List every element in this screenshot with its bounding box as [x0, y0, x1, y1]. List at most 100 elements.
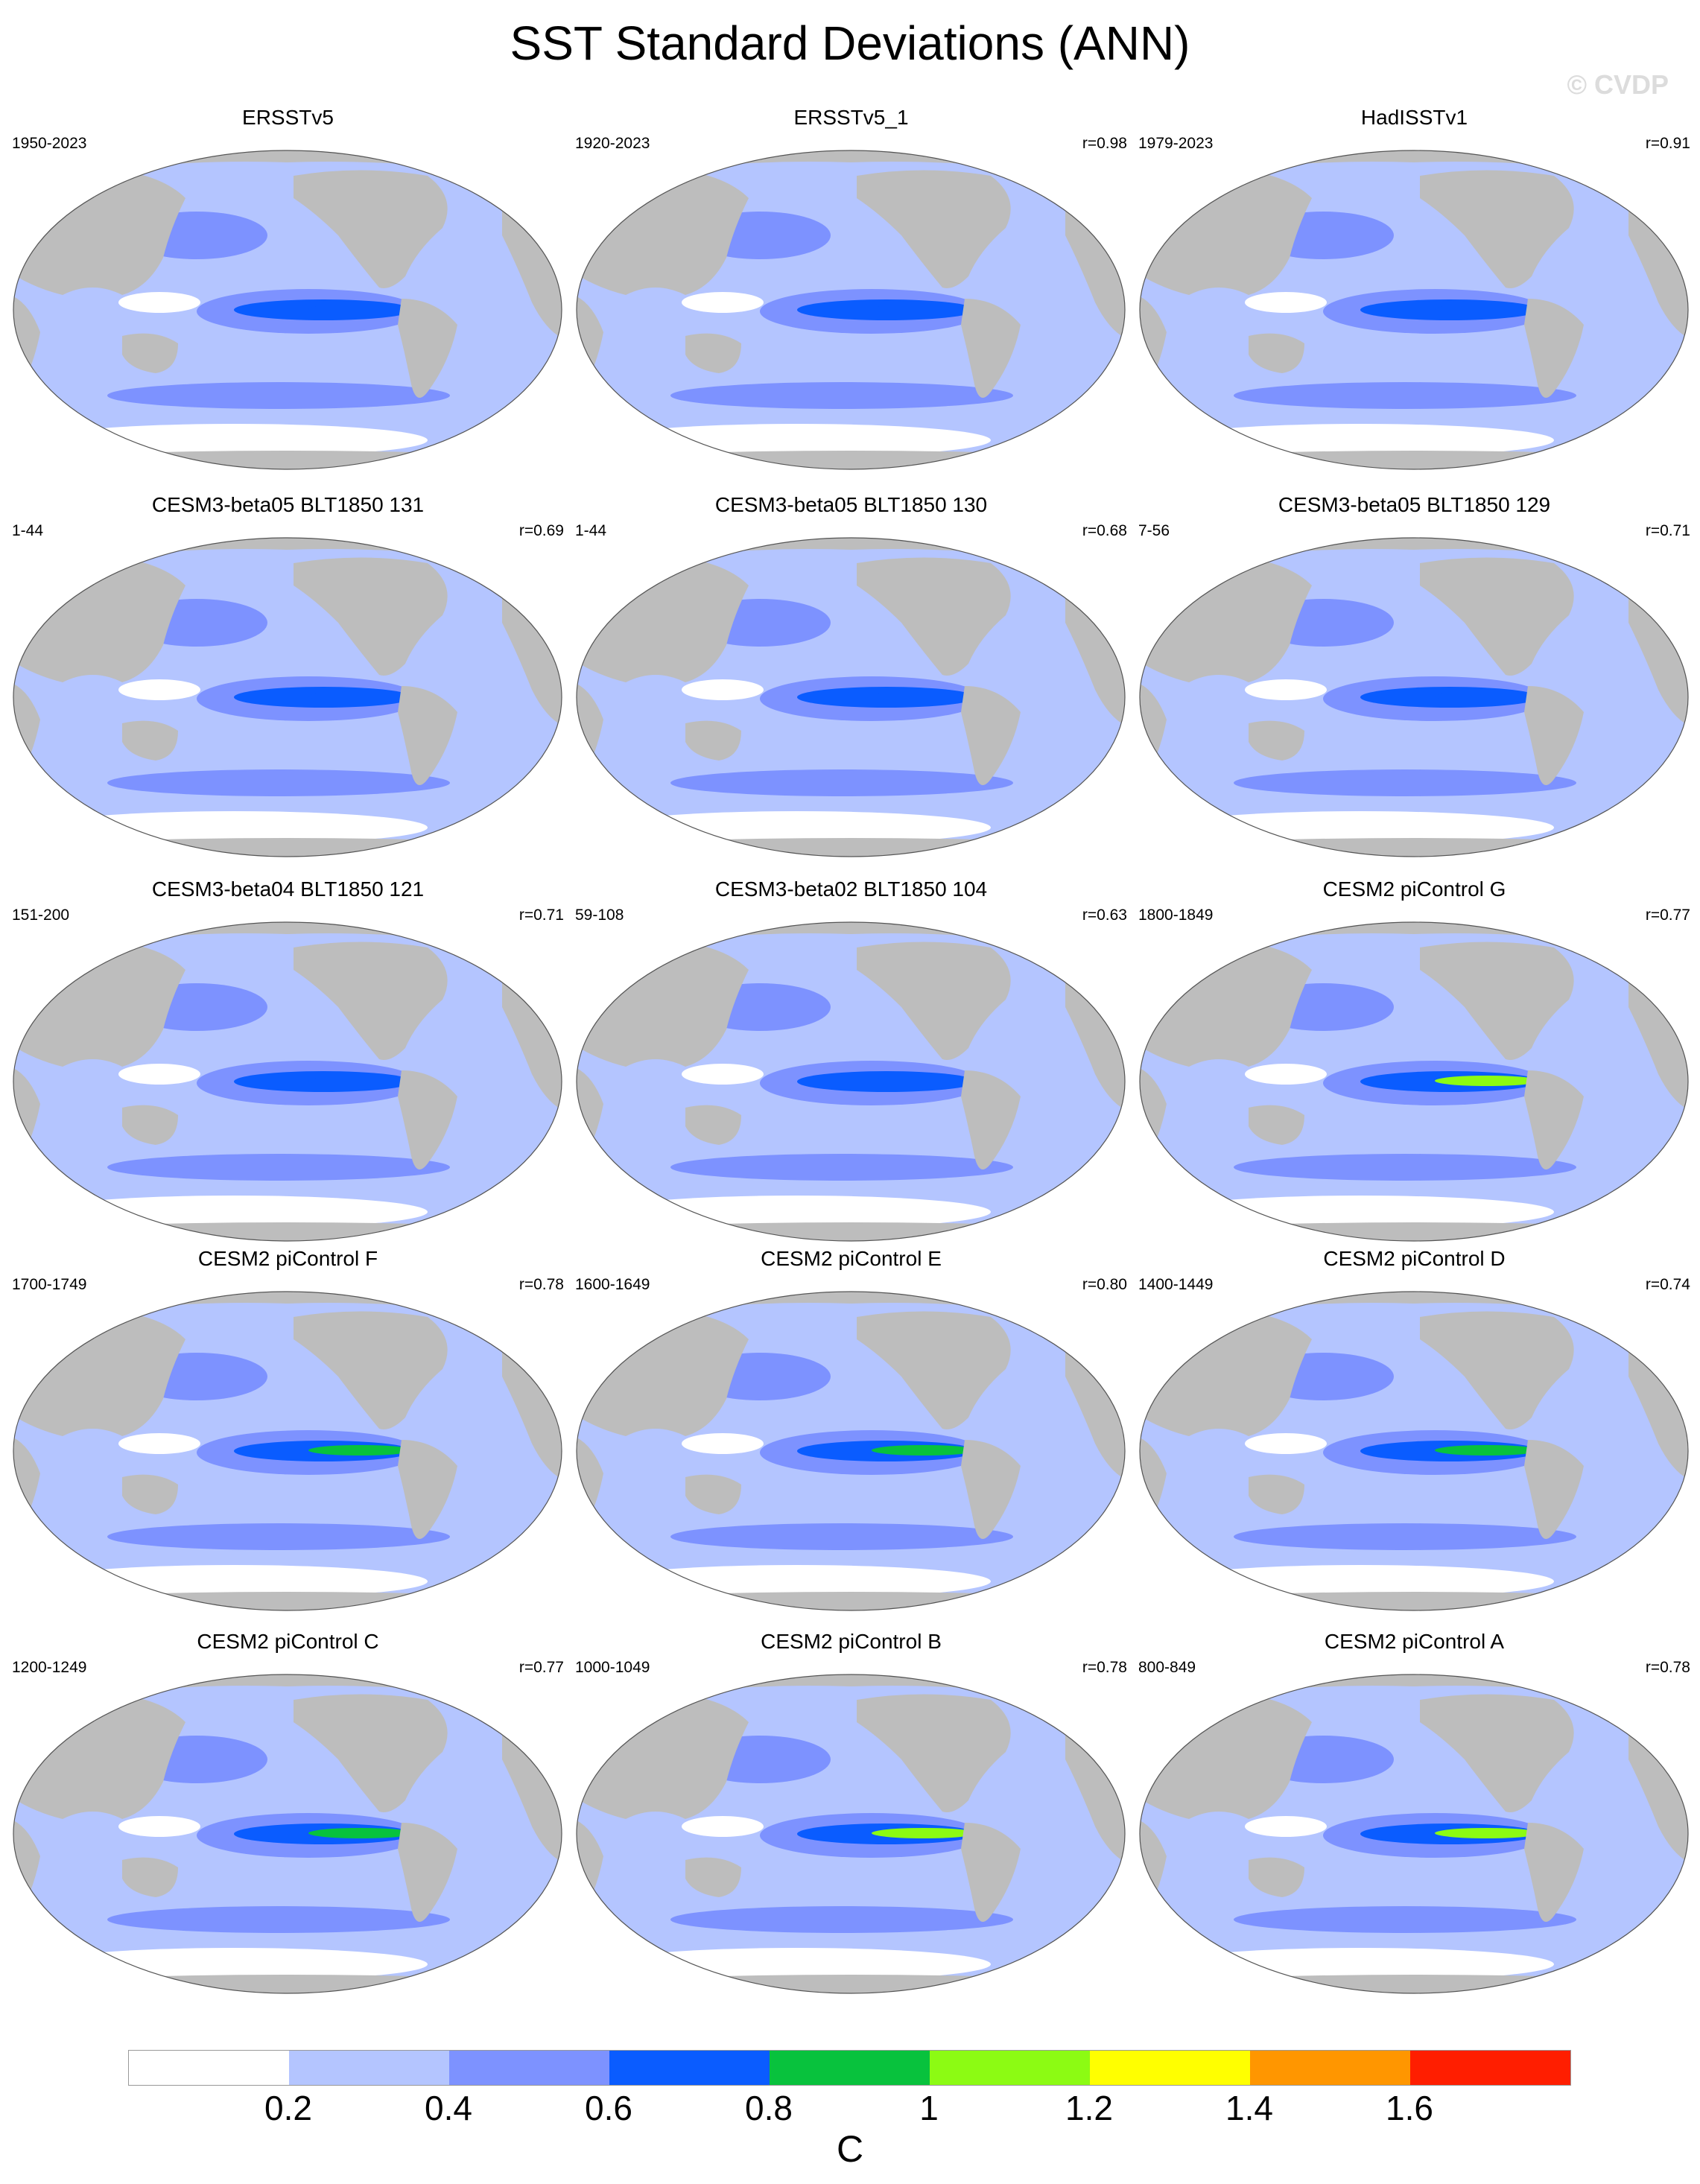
map-outline	[1139, 537, 1689, 857]
southern-ocean-band	[1234, 382, 1576, 409]
colorbar-swatch	[1250, 2051, 1410, 2085]
panel-period: 59-108	[575, 907, 624, 924]
low-variability-patch	[682, 1064, 764, 1085]
panel-period: 1600-1649	[575, 1276, 650, 1293]
panel-title: CESM3-beta05 BLT1850 129	[1278, 493, 1551, 516]
panel-period: 1700-1749	[12, 1276, 87, 1293]
map-panel: HadISSTv1 1979-2023 r=0.91	[1137, 104, 1692, 492]
panel-period: 1979-2023	[1138, 135, 1214, 152]
land-north-america	[294, 1694, 448, 1812]
robinson-map	[576, 1291, 1126, 1611]
panel-correlation: r=0.68	[1082, 522, 1127, 539]
land-australia	[122, 1105, 178, 1145]
land-australia	[685, 333, 741, 373]
panel-period: 1000-1049	[575, 1659, 650, 1676]
land-north-america	[294, 1311, 448, 1429]
land-australia	[1249, 1857, 1304, 1897]
land-antarctica	[1140, 1592, 1688, 1610]
panel-correlation: r=0.77	[1645, 907, 1690, 924]
land-antarctica	[577, 1975, 1125, 1993]
land-north-america	[1420, 170, 1574, 288]
robinson-map	[576, 537, 1126, 857]
land-north-america	[857, 557, 1011, 676]
colorbar-swatch	[1090, 2051, 1250, 2085]
panel-title: CESM2 piControl C	[197, 1630, 379, 1653]
land-south-america	[398, 1823, 457, 1922]
southern-ocean-band	[107, 1906, 450, 1933]
land-north-america	[857, 1694, 1011, 1812]
map-panel: CESM2 piControl A 800-849 r=0.78	[1137, 1628, 1692, 2016]
robinson-map	[13, 1291, 562, 1611]
panel-correlation: r=0.98	[1082, 135, 1127, 152]
land-australia	[685, 1474, 741, 1514]
land-australia	[1249, 1474, 1304, 1514]
land-antarctica	[577, 838, 1125, 857]
map-panel: CESM3-beta02 BLT1850 104 59-108 r=0.63	[574, 876, 1129, 1263]
land-antarctica	[1140, 838, 1688, 857]
colorbar-tick-label: 1.4	[1225, 2089, 1273, 2127]
map-outline	[576, 1674, 1126, 1994]
southern-ocean-band	[1234, 1523, 1576, 1550]
low-variability-patch	[118, 292, 200, 313]
land-south-america	[398, 1440, 457, 1539]
map-outline	[576, 1291, 1126, 1611]
land-south-america	[961, 299, 1021, 398]
southern-ocean-band	[670, 1523, 1013, 1550]
southern-ocean-band	[107, 1154, 450, 1181]
map-panel: CESM3-beta05 BLT1850 131 1-44 r=0.69	[10, 492, 565, 879]
land-australia	[1249, 720, 1304, 761]
southern-ocean-band	[1234, 769, 1576, 796]
panel-period: 1-44	[575, 522, 607, 539]
southern-ocean-band	[107, 769, 450, 796]
panel-correlation: r=0.69	[518, 522, 564, 539]
map-panel: CESM2 piControl D 1400-1449 r=0.74	[1137, 1245, 1692, 1633]
low-variability-patch	[1245, 1433, 1327, 1454]
southern-ocean-band	[107, 1523, 450, 1550]
colorbar-unit: C	[836, 2128, 864, 2170]
map-outline	[576, 537, 1126, 857]
southern-ocean-band	[670, 769, 1013, 796]
panel-title: CESM3-beta05 BLT1850 130	[714, 493, 988, 516]
low-variability-patch	[682, 679, 764, 700]
enso-peak	[308, 1445, 413, 1456]
panel-period: 1920-2023	[575, 135, 650, 152]
robinson-map	[576, 921, 1126, 1242]
enso-peak	[872, 1445, 976, 1456]
land-australia	[122, 1857, 178, 1897]
map-panel: CESM3-beta05 BLT1850 130 1-44 r=0.68	[574, 492, 1129, 879]
panel-title: CESM3-beta04 BLT1850 121	[151, 877, 425, 901]
colorbar-swatch	[609, 2051, 770, 2085]
land-north-america	[857, 170, 1011, 288]
panel-correlation: r=0.78	[1645, 1659, 1690, 1676]
enso-peak	[872, 304, 976, 314]
map-outline	[1139, 921, 1689, 1242]
map-outline	[576, 150, 1126, 470]
low-variability-patch	[1245, 679, 1327, 700]
land-south-america	[1524, 1440, 1584, 1539]
land-north-america	[857, 942, 1011, 1060]
land-antarctica	[13, 1975, 562, 1993]
robinson-map	[13, 1674, 562, 1994]
land-australia	[122, 720, 178, 761]
map-panel: CESM2 piControl G 1800-1849 r=0.77	[1137, 876, 1692, 1263]
map-outline	[1139, 1291, 1689, 1611]
enso-peak	[1435, 1828, 1539, 1838]
map-outline	[1139, 1674, 1689, 1994]
panel-title: CESM3-beta05 BLT1850 131	[151, 493, 425, 516]
colorbar-tick-label: 1.2	[1065, 2089, 1113, 2127]
colorbar-tick-label: 0.4	[425, 2089, 472, 2127]
robinson-map	[1139, 150, 1689, 470]
land-australia	[685, 1105, 741, 1145]
panel-correlation: r=0.77	[518, 1659, 564, 1676]
robinson-map	[576, 150, 1126, 470]
colorbar-swatch	[289, 2051, 449, 2085]
colorbar-tick-label: 1.6	[1386, 2089, 1433, 2127]
low-variability-patch	[1245, 1816, 1327, 1837]
panel-title: ERSSTv5_1	[793, 106, 909, 129]
robinson-map	[1139, 537, 1689, 857]
land-australia	[685, 720, 741, 761]
land-australia	[685, 1857, 741, 1897]
land-north-america	[294, 557, 448, 676]
land-antarctica	[577, 1222, 1125, 1241]
map-panel: ERSSTv5_1 1920-2023 r=0.98	[574, 104, 1129, 492]
